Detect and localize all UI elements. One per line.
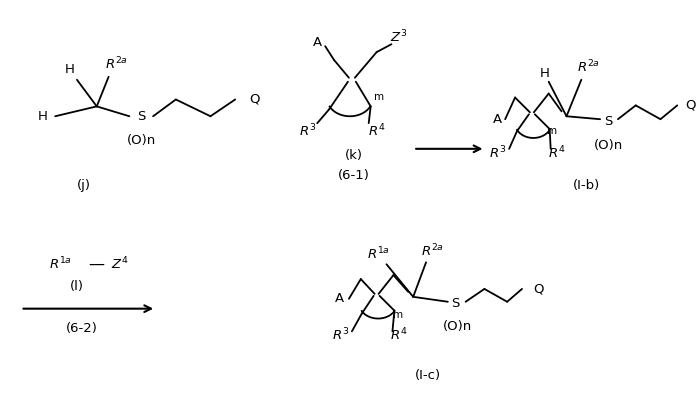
Text: $R^{3}$: $R^{3}$ [489, 145, 506, 161]
Text: m: m [394, 310, 403, 320]
Text: $R^{2a}$: $R^{2a}$ [421, 243, 445, 260]
Text: —: — [89, 257, 105, 272]
Text: (j): (j) [77, 179, 91, 192]
Text: A: A [312, 36, 322, 49]
Text: H: H [65, 63, 75, 76]
Text: $R^{4}$: $R^{4}$ [368, 123, 385, 140]
Text: $Z^{4}$: $Z^{4}$ [110, 256, 128, 273]
Text: $Z^{3}$: $Z^{3}$ [390, 29, 407, 46]
Text: Q: Q [533, 282, 544, 295]
Text: (O)n: (O)n [593, 140, 623, 153]
Text: Q: Q [250, 93, 260, 106]
Text: (O)n: (O)n [127, 134, 156, 147]
Text: $R^{3}$: $R^{3}$ [298, 123, 316, 140]
Text: $R^{1a}$: $R^{1a}$ [49, 256, 72, 273]
Text: Q: Q [685, 99, 696, 112]
Text: (6-1): (6-1) [338, 169, 370, 182]
Text: $R^{2a}$: $R^{2a}$ [577, 59, 600, 75]
Text: (O)n: (O)n [443, 320, 473, 333]
Text: $R^{4}$: $R^{4}$ [548, 145, 565, 161]
Text: S: S [137, 110, 145, 123]
Text: S: S [452, 297, 460, 310]
Text: $R^{4}$: $R^{4}$ [389, 327, 407, 344]
Text: (l): (l) [70, 280, 84, 293]
Text: H: H [540, 67, 549, 80]
Text: A: A [493, 113, 502, 126]
Text: A: A [334, 292, 344, 305]
Text: m: m [547, 126, 556, 136]
Text: (I-c): (I-c) [415, 369, 441, 382]
Text: (k): (k) [345, 149, 363, 162]
Text: (I-b): (I-b) [572, 179, 600, 192]
Text: (6-2): (6-2) [66, 322, 98, 335]
Text: m: m [373, 91, 384, 101]
Text: S: S [604, 115, 612, 128]
Text: $R^{2a}$: $R^{2a}$ [105, 56, 128, 72]
Text: H: H [38, 110, 48, 123]
Text: $R^{1a}$: $R^{1a}$ [367, 246, 390, 263]
Text: $R^{3}$: $R^{3}$ [333, 327, 350, 344]
